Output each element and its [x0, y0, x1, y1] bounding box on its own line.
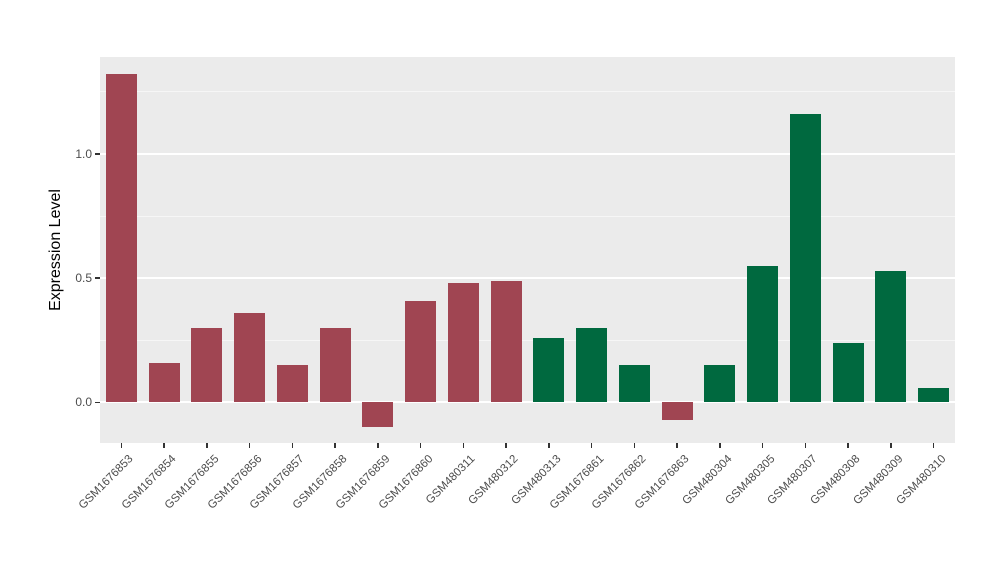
- x-tick-mark: [291, 443, 294, 448]
- gridline-minor: [100, 215, 955, 217]
- bar-GSM1676856: [234, 313, 265, 403]
- y-tick-mark: [95, 153, 100, 155]
- y-tick-label: 0.5: [75, 271, 92, 286]
- x-tick-mark: [890, 443, 892, 448]
- bar-GSM1676859: [362, 402, 394, 428]
- bar-GSM480313: [533, 337, 565, 403]
- bar-GSM480308: [832, 342, 864, 403]
- bar-GSM1676863: [661, 402, 693, 420]
- bar-GSM480307: [789, 114, 821, 403]
- x-tick-mark: [548, 443, 550, 448]
- x-tick-mark: [804, 443, 807, 448]
- x-tick-mark: [505, 443, 507, 448]
- bar-GSM480310: [918, 387, 949, 403]
- x-tick-mark: [377, 443, 379, 448]
- x-tick-mark: [248, 443, 251, 448]
- gridline-major: [100, 152, 955, 155]
- x-axis-labels: GSM1676853 GSM1676854 GSM1676855 GSM1676856…: [77, 447, 955, 577]
- x-tick-mark: [419, 443, 422, 448]
- x-tick-mark: [163, 443, 165, 448]
- gridline-major: [100, 401, 955, 404]
- bar-GSM1676861: [576, 327, 607, 403]
- x-tick-mark: [590, 443, 593, 448]
- x-tick-mark: [719, 443, 721, 448]
- bar-GSM1676853: [105, 74, 137, 403]
- gridline-minor: [100, 91, 955, 93]
- bar-GSM480312: [490, 280, 522, 403]
- plot-area: [100, 57, 955, 443]
- bar-GSM480304: [704, 365, 736, 403]
- bar-GSM1676854: [148, 362, 180, 403]
- bar-GSM480305: [747, 265, 778, 403]
- y-tick-mark: [95, 277, 100, 279]
- x-tick-mark: [206, 443, 208, 448]
- gridline-major: [100, 277, 955, 280]
- y-tick-label: 0.0: [75, 395, 92, 410]
- bar-GSM1676860: [405, 300, 436, 403]
- x-tick-mark: [120, 443, 123, 448]
- gridline-minor: [100, 339, 955, 341]
- y-axis-label: Expression Level: [47, 189, 64, 311]
- x-tick-mark: [633, 443, 636, 448]
- bar-GSM480311: [447, 283, 479, 403]
- bar-GSM480309: [875, 270, 907, 403]
- x-tick-mark: [676, 443, 678, 448]
- x-tick-mark: [761, 443, 764, 448]
- x-tick-mark: [932, 443, 935, 448]
- y-tick-label: 1.0: [75, 146, 92, 161]
- x-tick-mark: [334, 443, 336, 448]
- y-tick-mark: [95, 401, 100, 404]
- bar-GSM1676857: [276, 365, 308, 403]
- x-tick-mark: [847, 443, 849, 448]
- x-tick-mark: [462, 443, 465, 448]
- bar-GSM1676862: [618, 365, 650, 403]
- bar-GSM1676855: [191, 327, 223, 403]
- bar-GSM1676858: [319, 327, 351, 403]
